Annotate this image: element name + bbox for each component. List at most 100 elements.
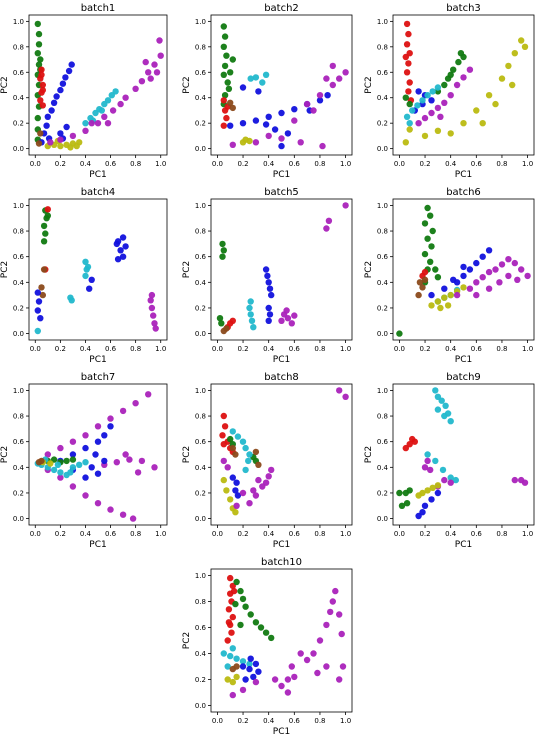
x-tick-label: 0.6 bbox=[289, 530, 301, 538]
data-point-green bbox=[35, 41, 43, 48]
data-point-red bbox=[38, 66, 45, 73]
data-point-cyan bbox=[439, 466, 447, 474]
x-tick-label: 1.0 bbox=[522, 345, 533, 353]
data-point-yellow bbox=[434, 298, 442, 305]
x-tick-label: 0.6 bbox=[471, 160, 483, 168]
data-point-blue bbox=[101, 432, 108, 439]
data-point-blue bbox=[227, 122, 234, 129]
data-point-magenta bbox=[94, 500, 102, 507]
data-point-blue bbox=[117, 247, 124, 254]
data-point-red bbox=[406, 441, 413, 448]
x-tick-label: 0.8 bbox=[496, 160, 507, 168]
data-point-green bbox=[427, 258, 434, 265]
data-point-blue bbox=[114, 256, 122, 263]
data-point-magenta bbox=[134, 469, 142, 476]
data-point-magenta bbox=[485, 285, 493, 292]
data-point-green bbox=[432, 266, 439, 273]
data-point-magenta bbox=[316, 637, 324, 644]
x-tick-label: 0.4 bbox=[263, 530, 275, 538]
data-point-yellow bbox=[229, 678, 236, 686]
data-point-yellow bbox=[415, 492, 422, 499]
y-tick-label: 0.2 bbox=[195, 676, 206, 684]
data-point-green bbox=[216, 315, 224, 322]
data-point-blue bbox=[278, 142, 285, 150]
data-point-magenta bbox=[69, 132, 77, 140]
y-tick-label: 0.2 bbox=[13, 304, 24, 312]
data-point-magenta bbox=[117, 100, 124, 108]
y-tick-label: 0.8 bbox=[195, 598, 206, 606]
panel-batch10: 0.0 0.2 0.4 0.6 0.8 1.0 0.0 0.2 0.4 0.6 0.8 1.0 batc… bbox=[182, 557, 353, 737]
data-point-blue bbox=[262, 266, 270, 273]
y-tick-label: 0.4 bbox=[195, 650, 207, 658]
data-point-yellow bbox=[479, 120, 486, 127]
y-tick-label: 1.0 bbox=[195, 572, 206, 580]
data-point-green bbox=[262, 629, 270, 636]
data-point-yellow bbox=[220, 476, 227, 484]
data-point-magenta bbox=[138, 78, 146, 85]
x-tick-label: 0.4 bbox=[80, 345, 92, 353]
data-point-yellow bbox=[460, 120, 467, 127]
data-point-cyan bbox=[447, 418, 454, 425]
data-point-blue bbox=[479, 253, 486, 260]
x-tick-label: 0.8 bbox=[314, 160, 325, 168]
data-point-blue bbox=[291, 106, 298, 113]
data-point-magenta bbox=[492, 266, 499, 273]
data-point-magenta bbox=[145, 391, 152, 398]
data-point-blue bbox=[265, 317, 272, 324]
y-tick-label: 1.0 bbox=[13, 387, 24, 395]
data-point-magenta bbox=[332, 587, 339, 595]
data-point-cyan bbox=[224, 663, 231, 670]
chart-title: batch1 bbox=[81, 3, 116, 14]
data-point-red bbox=[220, 441, 227, 448]
data-point-magenta bbox=[336, 75, 343, 82]
y-tick-label: 0.4 bbox=[377, 464, 389, 472]
y-axis-label: PC2 bbox=[364, 261, 374, 278]
data-point-blue bbox=[255, 668, 262, 675]
y-axis-label: PC2 bbox=[0, 76, 10, 93]
data-point-blue bbox=[316, 97, 324, 104]
x-tick-label: 0.8 bbox=[130, 160, 141, 168]
panel-batch9: 0.0 0.2 0.4 0.6 0.8 1.0 0.0 0.2 0.4 0.6 0.8 1.0 batc… bbox=[364, 372, 535, 550]
x-tick-label: 0.6 bbox=[289, 345, 301, 353]
data-point-green bbox=[447, 71, 454, 79]
data-point-blue bbox=[101, 457, 108, 465]
data-point-blue bbox=[278, 109, 285, 117]
x-tick-label: 0.4 bbox=[445, 345, 457, 353]
x-tick-label: 0.6 bbox=[105, 530, 117, 538]
y-tick-label: 0.6 bbox=[195, 253, 207, 261]
data-point-blue bbox=[252, 117, 260, 124]
data-point-blue bbox=[460, 272, 467, 280]
data-point-green bbox=[34, 20, 41, 28]
data-point-magenta bbox=[132, 400, 139, 407]
data-point-cyan bbox=[54, 461, 62, 468]
data-point-red bbox=[227, 574, 234, 582]
data-point-blue bbox=[57, 86, 64, 94]
data-point-blue bbox=[65, 67, 73, 75]
x-tick-label: 0.0 bbox=[30, 160, 41, 168]
x-tick-label: 1.0 bbox=[155, 160, 166, 168]
data-point-yellow bbox=[485, 92, 493, 99]
data-point-green bbox=[429, 227, 436, 235]
data-point-blue bbox=[233, 479, 240, 486]
data-point-cyan bbox=[247, 311, 254, 318]
data-point-magenta bbox=[329, 598, 336, 605]
data-point-green bbox=[34, 114, 41, 122]
data-point-magenta bbox=[278, 317, 285, 324]
data-point-yellow bbox=[521, 43, 529, 50]
data-point-green bbox=[44, 212, 51, 219]
data-point-magenta bbox=[297, 139, 304, 146]
data-point-cyan bbox=[242, 444, 249, 452]
data-point-yellow bbox=[447, 291, 454, 299]
data-point-magenta bbox=[479, 274, 486, 281]
data-point-blue bbox=[34, 289, 41, 296]
x-tick-label: 0.0 bbox=[394, 530, 405, 538]
data-point-magenta bbox=[94, 120, 102, 127]
y-tick-label: 0.6 bbox=[13, 438, 25, 446]
data-point-red bbox=[229, 613, 236, 621]
data-point-green bbox=[42, 230, 49, 237]
x-tick-label: 0.4 bbox=[263, 345, 275, 353]
data-point-red bbox=[221, 423, 229, 430]
data-point-blue bbox=[265, 279, 272, 286]
data-point-red bbox=[402, 53, 409, 61]
axes-frame bbox=[28, 14, 168, 156]
